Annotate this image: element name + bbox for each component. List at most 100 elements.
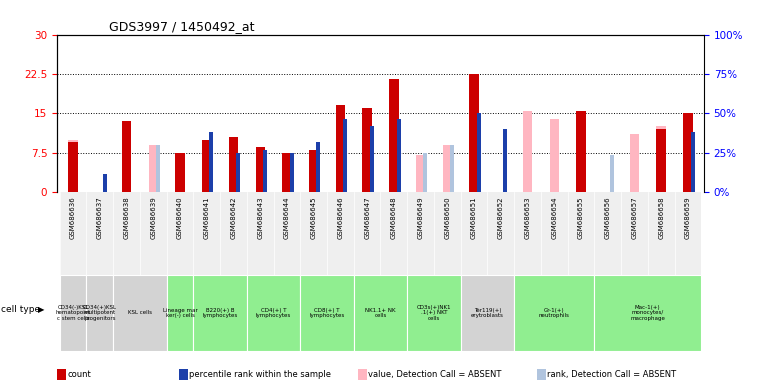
Bar [423, 153, 427, 192]
Bar [209, 132, 213, 192]
Bar [122, 121, 131, 192]
Text: Ter119(+)
erytroblasts: Ter119(+) erytroblasts [471, 308, 504, 318]
Text: GDS3997 / 1450492_at: GDS3997 / 1450492_at [109, 20, 254, 33]
Bar [504, 129, 508, 192]
Text: Mac-1(+)
monocytes/
macrophage: Mac-1(+) monocytes/ macrophage [630, 305, 665, 321]
Text: GSM686658: GSM686658 [658, 196, 664, 239]
Text: CD3s(+)NK1
.1(+) NKT
cells: CD3s(+)NK1 .1(+) NKT cells [417, 305, 451, 321]
Bar [674, 192, 701, 276]
Text: GSM686644: GSM686644 [284, 196, 290, 239]
Bar [576, 111, 586, 192]
Text: Gr-1(+)
neutrophils: Gr-1(+) neutrophils [539, 308, 570, 318]
Bar [648, 192, 674, 276]
Bar [193, 192, 220, 276]
Bar [354, 275, 407, 351]
Text: GSM686656: GSM686656 [605, 196, 610, 239]
Bar [290, 153, 294, 192]
Bar [470, 74, 479, 192]
Text: count: count [68, 370, 91, 379]
Text: CD4(+) T
lymphocytes: CD4(+) T lymphocytes [256, 308, 291, 318]
Bar [434, 192, 460, 276]
Bar [229, 137, 238, 192]
Bar [389, 79, 399, 192]
Bar [317, 142, 320, 192]
Bar [60, 192, 87, 276]
Text: CD34(+)KSL
multipotent
progenitors: CD34(+)KSL multipotent progenitors [83, 305, 117, 321]
Text: GSM686641: GSM686641 [204, 196, 210, 239]
Bar [450, 145, 454, 192]
Bar [236, 153, 240, 192]
Bar [113, 275, 167, 351]
Bar [336, 106, 345, 192]
Bar [122, 121, 131, 192]
Bar [263, 150, 267, 192]
Bar [594, 192, 621, 276]
Bar [68, 142, 78, 192]
Bar [396, 119, 400, 192]
Bar [407, 275, 460, 351]
Bar [460, 192, 487, 276]
Bar [576, 116, 586, 192]
Bar [193, 275, 247, 351]
Text: Lineage mar
ker(-) cells: Lineage mar ker(-) cells [163, 308, 197, 318]
Bar [274, 192, 301, 276]
Text: GSM686640: GSM686640 [177, 196, 183, 239]
Bar [327, 192, 354, 276]
Bar [487, 192, 514, 276]
Text: ▶: ▶ [37, 305, 44, 314]
Bar [148, 145, 158, 192]
Bar [167, 192, 193, 276]
Bar [87, 192, 113, 276]
Bar [514, 275, 594, 351]
Text: CD34(-)KSL
hematopoiet
c stem cells: CD34(-)KSL hematopoiet c stem cells [56, 305, 91, 321]
Text: GSM686639: GSM686639 [151, 196, 156, 239]
Bar [568, 192, 594, 276]
Bar [140, 192, 167, 276]
Bar [380, 192, 407, 276]
Bar [407, 192, 434, 276]
Bar [354, 192, 380, 276]
Bar [309, 150, 318, 192]
Text: GSM686643: GSM686643 [257, 196, 263, 239]
Bar [60, 275, 87, 351]
Bar [476, 113, 481, 192]
Bar [523, 111, 532, 192]
Text: GSM686642: GSM686642 [231, 196, 237, 239]
Bar [103, 176, 107, 192]
Bar [657, 129, 666, 192]
Bar [247, 275, 301, 351]
Bar [621, 192, 648, 276]
Text: value, Detection Call = ABSENT: value, Detection Call = ABSENT [368, 370, 501, 379]
Text: GSM686636: GSM686636 [70, 196, 76, 239]
Bar [443, 145, 452, 192]
Bar [175, 153, 185, 192]
Bar [68, 139, 78, 192]
Bar [657, 126, 666, 192]
Text: GSM686647: GSM686647 [364, 196, 370, 239]
Text: percentile rank within the sample: percentile rank within the sample [189, 370, 332, 379]
Bar [690, 132, 695, 192]
Bar [594, 275, 701, 351]
Bar [460, 275, 514, 351]
Text: GSM686649: GSM686649 [418, 196, 424, 239]
Bar [343, 119, 347, 192]
Bar [87, 275, 113, 351]
Bar [301, 275, 354, 351]
Text: rank, Detection Call = ABSENT: rank, Detection Call = ABSENT [547, 370, 677, 379]
Text: GSM686657: GSM686657 [632, 196, 638, 239]
Bar [282, 153, 291, 192]
Bar [220, 192, 247, 276]
Bar [202, 139, 212, 192]
Text: GSM686638: GSM686638 [123, 196, 129, 239]
Text: GSM686659: GSM686659 [685, 196, 691, 239]
Text: GSM686653: GSM686653 [524, 196, 530, 239]
Bar [167, 275, 193, 351]
Text: cell type: cell type [1, 305, 40, 314]
Bar [549, 119, 559, 192]
Bar [103, 174, 107, 192]
Text: GSM686652: GSM686652 [498, 196, 504, 239]
Text: GSM686655: GSM686655 [578, 196, 584, 239]
Bar [514, 192, 541, 276]
Bar [256, 147, 265, 192]
Bar [683, 113, 693, 192]
